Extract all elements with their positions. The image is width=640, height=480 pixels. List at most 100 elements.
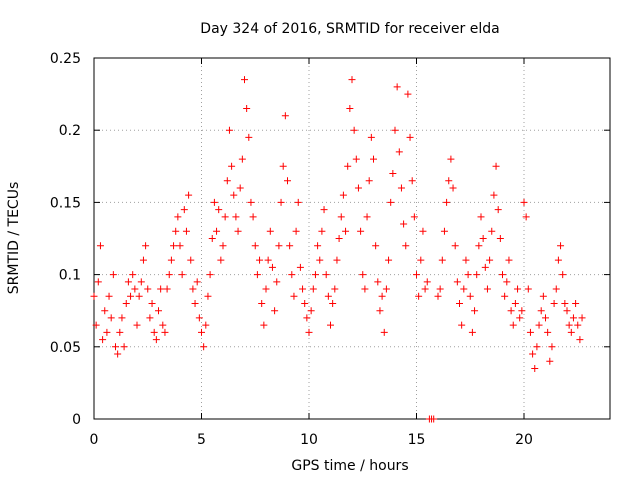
y-axis-label: SRMTID / TECUs xyxy=(6,182,22,295)
data-point xyxy=(370,155,377,163)
data-point xyxy=(539,292,547,300)
data-point xyxy=(249,213,257,221)
data-point xyxy=(526,328,534,336)
data-point xyxy=(152,336,160,344)
data-point xyxy=(466,292,474,300)
data-point xyxy=(112,343,119,351)
data-point xyxy=(449,184,457,192)
data-point xyxy=(155,307,162,315)
data-point xyxy=(286,242,294,250)
data-point xyxy=(131,285,139,293)
data-point xyxy=(404,90,412,98)
data-point xyxy=(380,328,388,336)
data-point xyxy=(191,299,199,307)
data-point xyxy=(329,299,337,307)
data-point xyxy=(305,328,313,336)
data-point xyxy=(417,256,425,264)
data-point xyxy=(292,227,300,235)
data-point xyxy=(288,271,296,279)
data-point xyxy=(456,299,463,307)
data-point xyxy=(159,321,167,329)
data-point xyxy=(406,133,414,141)
data-point xyxy=(137,278,145,286)
data-point xyxy=(423,278,431,286)
data-point xyxy=(533,343,541,351)
data-point xyxy=(225,126,233,134)
data-point xyxy=(352,155,360,163)
data-point xyxy=(309,285,317,293)
data-point xyxy=(290,292,298,300)
data-point xyxy=(303,314,311,322)
data-point xyxy=(462,256,470,264)
data-point xyxy=(552,285,560,293)
data-point xyxy=(537,307,545,315)
data-point xyxy=(501,292,509,300)
data-point xyxy=(99,336,107,344)
data-point xyxy=(451,242,459,250)
data-point xyxy=(176,242,184,250)
data-point xyxy=(438,256,446,264)
data-point xyxy=(391,126,399,134)
data-point xyxy=(266,227,274,235)
data-point xyxy=(92,321,100,329)
data-point xyxy=(208,235,216,242)
data-point xyxy=(443,198,451,206)
data-point xyxy=(346,105,354,113)
data-point xyxy=(567,328,575,336)
data-point xyxy=(241,76,248,84)
data-point xyxy=(393,83,401,91)
data-point xyxy=(496,235,504,242)
data-point xyxy=(397,184,405,192)
data-point xyxy=(174,213,182,221)
data-point xyxy=(245,133,253,141)
data-point xyxy=(182,227,190,235)
data-point xyxy=(389,170,397,178)
data-point xyxy=(492,162,500,170)
data-point xyxy=(296,263,304,271)
data-point xyxy=(365,177,373,185)
data-point xyxy=(150,328,158,336)
data-point xyxy=(354,184,362,192)
data-point xyxy=(359,271,367,279)
data-point xyxy=(144,285,152,293)
data-point xyxy=(311,271,319,279)
x-tick-label: 10 xyxy=(300,432,318,448)
data-point xyxy=(223,177,231,185)
data-point xyxy=(219,242,227,250)
data-point xyxy=(221,213,229,221)
data-point xyxy=(520,198,528,206)
data-point xyxy=(236,184,244,192)
data-point xyxy=(90,292,98,300)
data-point xyxy=(522,213,530,221)
data-point xyxy=(172,227,180,235)
data-point xyxy=(118,314,126,322)
data-point xyxy=(357,227,365,235)
data-point xyxy=(238,155,246,163)
chart-title: Day 324 of 2016, SRMTID for receiver eld… xyxy=(200,21,499,37)
data-point xyxy=(413,271,420,279)
data-point xyxy=(189,285,197,293)
data-point xyxy=(322,271,330,279)
data-point xyxy=(165,271,173,279)
data-point xyxy=(103,328,111,336)
data-point xyxy=(324,292,332,300)
data-point xyxy=(410,213,418,221)
data-point xyxy=(509,321,517,329)
data-point xyxy=(139,256,147,264)
data-point xyxy=(133,321,141,329)
data-point xyxy=(430,415,438,423)
data-point xyxy=(337,213,345,221)
data-point xyxy=(342,227,350,235)
data-point xyxy=(161,328,169,336)
data-point xyxy=(251,242,259,250)
data-point xyxy=(301,299,309,307)
data-point xyxy=(101,307,109,315)
data-point xyxy=(275,242,283,250)
data-point xyxy=(94,278,102,286)
data-point xyxy=(486,256,494,264)
data-point xyxy=(481,263,489,271)
data-point xyxy=(363,213,371,221)
data-point xyxy=(344,162,352,170)
data-point xyxy=(215,206,223,214)
data-point xyxy=(294,198,302,206)
